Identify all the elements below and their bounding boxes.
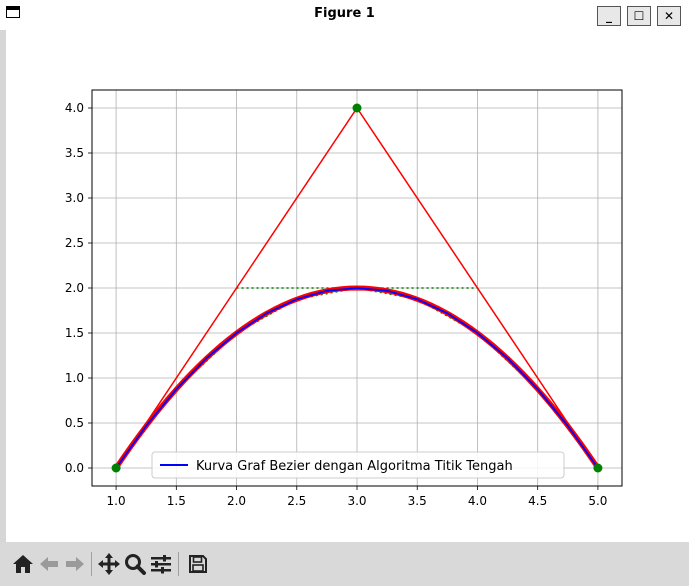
legend-label: Kurva Graf Bezier dengan Algoritma Titik… (196, 459, 513, 474)
configure-subplots-icon (151, 555, 171, 574)
y-tick-label: 0.0 (65, 461, 84, 475)
zoom-icon (125, 554, 146, 575)
save-icon (189, 555, 207, 573)
x-tick-label: 3.5 (408, 494, 427, 508)
control-point (593, 463, 603, 473)
y-tick-label: 3.5 (65, 146, 84, 160)
home-button[interactable] (10, 550, 36, 578)
window-title: Figure 1 (314, 6, 375, 21)
y-tick-label: 2.0 (65, 281, 84, 295)
x-tick-label: 1.0 (107, 494, 126, 508)
bezier-plot: 1.0 1.5 2.0 2.5 3.0 3.5 4.0 4.5 5.0 0.0 0.5 1.0 1.5 2… (65, 89, 623, 508)
y-tick-label: 1.5 (65, 326, 84, 340)
x-tick-label: 5.0 (588, 494, 607, 508)
y-tick-label: 0.5 (65, 416, 84, 430)
minimize-button[interactable]: _ (597, 6, 621, 26)
save-button[interactable] (185, 550, 211, 578)
forward-button[interactable] (62, 550, 88, 578)
toolbar-separator (91, 552, 92, 576)
back-button[interactable] (36, 550, 62, 578)
figure-canvas[interactable]: 1.0 1.5 2.0 2.5 3.0 3.5 4.0 4.5 5.0 0.0 0.5 1.0 1.5 2… (6, 30, 689, 542)
x-tick-label: 2.5 (287, 494, 306, 508)
x-tick-label: 4.0 (468, 494, 487, 508)
configure-subplots-button[interactable] (148, 550, 174, 578)
pan-button[interactable] (96, 550, 122, 578)
window-titlebar: Figure 1 _ ☐ ✕ (0, 0, 689, 30)
y-tick-label: 4.0 (65, 101, 84, 115)
bezier-curve-line (115, 287, 599, 469)
y-tick-label: 2.5 (65, 236, 84, 250)
maximize-button[interactable]: ☐ (627, 6, 651, 26)
close-button[interactable]: ✕ (657, 6, 681, 26)
control-point (111, 463, 121, 473)
back-arrow-icon (40, 557, 58, 571)
y-tick-label: 1.0 (65, 371, 84, 385)
legend-box (151, 451, 565, 479)
pan-icon (98, 553, 120, 575)
navigation-toolbar (0, 542, 689, 586)
window-left-border (0, 30, 6, 542)
axes-frame (91, 89, 623, 487)
x-tick-label: 4.5 (528, 494, 547, 508)
x-tick-label: 3.0 (347, 494, 366, 508)
control-point (352, 103, 362, 113)
home-icon (13, 555, 33, 573)
forward-arrow-icon (66, 557, 84, 571)
toolbar-separator (178, 552, 179, 576)
zoom-button[interactable] (122, 550, 148, 578)
x-tick-label: 2.0 (227, 494, 246, 508)
y-tick-label: 3.0 (65, 191, 84, 205)
window-icon (6, 6, 20, 18)
x-tick-label: 1.5 (167, 494, 186, 508)
